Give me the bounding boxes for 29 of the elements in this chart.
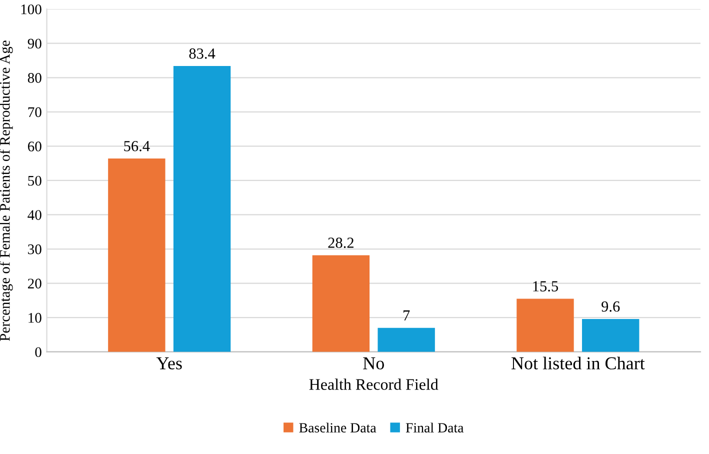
x-tick-label: Not listed in Chart	[511, 356, 645, 370]
bar	[312, 255, 370, 352]
data-label: 56.4	[124, 140, 150, 152]
bar	[108, 158, 166, 352]
y-tick-label: 10	[28, 312, 42, 323]
bar	[582, 318, 640, 352]
y-tick-label: 100	[21, 4, 42, 14]
data-label: 83.4	[189, 48, 216, 59]
x-tick-label: Yes	[156, 357, 182, 370]
y-tick-label: 20	[28, 278, 42, 288]
y-tick-label: 40	[28, 210, 42, 220]
data-label: 28.2	[328, 238, 354, 248]
bar	[516, 298, 574, 352]
y-tick-label: 70	[28, 107, 42, 118]
data-label: 9.6	[602, 301, 620, 312]
legend-label: Baseline Data	[299, 422, 376, 432]
data-label: 7	[404, 310, 410, 320]
x-axis-title: Health Record Field	[309, 378, 438, 390]
x-tick-label: No	[363, 357, 384, 370]
y-tick-label: 0	[35, 347, 42, 358]
y-tick-label: 50	[28, 176, 42, 186]
bar	[173, 66, 231, 352]
y-tick-label: 30	[28, 244, 42, 254]
y-tick-label: 60	[28, 142, 42, 152]
y-tick-label: 90	[28, 38, 42, 49]
data-label: 15.5	[533, 281, 558, 292]
y-tick-label: 80	[28, 72, 42, 83]
legend-label: Final Data	[406, 422, 464, 432]
bar	[378, 328, 435, 352]
